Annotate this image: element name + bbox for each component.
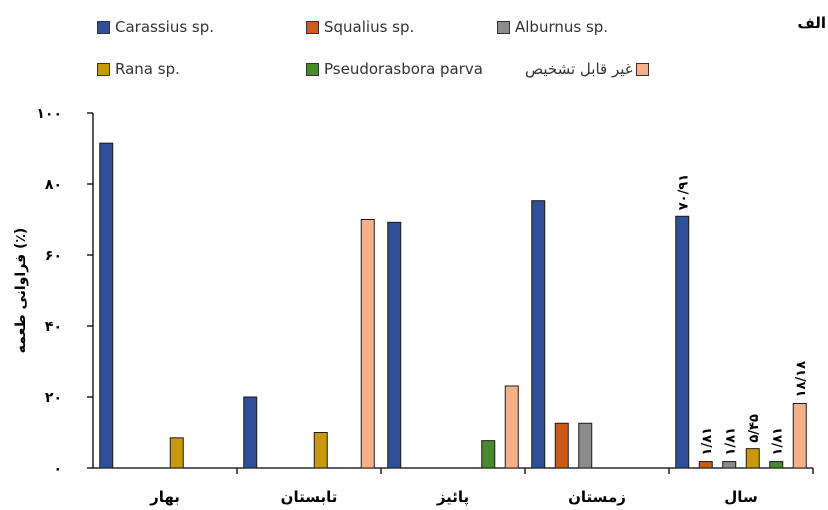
bar: [698, 461, 713, 469]
data-label: ۵/۴۵: [747, 414, 762, 443]
x-tick-label: سال: [724, 488, 757, 506]
data-label: ۷۰/۹۱: [676, 174, 691, 211]
legend-label: Rana sp.: [115, 60, 180, 78]
legend-label: Carassius sp.: [115, 18, 215, 36]
legend-item: غیر قابل تشخیص: [525, 58, 649, 80]
legend-item: Carassius sp.: [97, 16, 214, 38]
x-tick-label: زمستان: [568, 488, 626, 506]
bar: [504, 385, 519, 469]
legend-swatch: [97, 20, 110, 34]
bar: [578, 422, 593, 469]
legend-item: Rana sp.: [97, 58, 180, 80]
data-label: ۱۸/۱۸: [794, 361, 809, 398]
legend-swatch: [97, 62, 110, 76]
bar: [169, 437, 184, 469]
y-tick-label: ۴۰: [45, 319, 62, 335]
data-label: ۱/۸۱: [700, 427, 715, 456]
y-tick-label: ۲۰: [45, 390, 62, 406]
legend-swatch: [497, 20, 510, 34]
y-tick-label: ۱۰۰: [36, 106, 62, 122]
legend-swatch: [306, 62, 319, 76]
y-tick-label: ۰: [53, 461, 62, 477]
legend-label: Alburnus sp.: [515, 18, 609, 36]
bar: [481, 440, 496, 469]
legend-item: Squalius sp.: [306, 16, 414, 38]
bar: [313, 432, 328, 469]
y-tick-label: ۸۰: [45, 177, 62, 193]
x-tick-label: تابستان: [281, 488, 338, 506]
x-tick-label: پائیز: [436, 488, 469, 507]
bar: [531, 200, 546, 469]
bar: [675, 215, 690, 469]
bar: [722, 461, 737, 469]
y-axis-label: فراوانی طعمه (٪): [13, 228, 29, 354]
data-label: ۱/۸۱: [723, 427, 738, 456]
legend-swatch: [306, 20, 319, 34]
bar: [769, 461, 784, 469]
bar: [360, 219, 375, 469]
legend-label: Pseudorasbora parva: [324, 60, 483, 78]
bar: [745, 448, 760, 469]
bar: [243, 396, 258, 469]
legend-item: Alburnus sp.: [497, 16, 608, 38]
bar: [99, 142, 114, 469]
x-tick-label: بهار: [149, 488, 180, 506]
legend-swatch: [635, 62, 649, 76]
legend-item: Pseudorasbora parva: [306, 58, 483, 80]
y-tick-label: ۶۰: [45, 248, 62, 264]
bar: [387, 221, 402, 469]
data-label: ۱/۸۱: [770, 427, 785, 456]
legend-label: غیر قابل تشخیص: [525, 60, 633, 78]
bar: [792, 402, 807, 469]
bar: [554, 422, 569, 469]
panel-label: الف: [797, 14, 826, 32]
legend-label: Squalius sp.: [324, 18, 415, 36]
